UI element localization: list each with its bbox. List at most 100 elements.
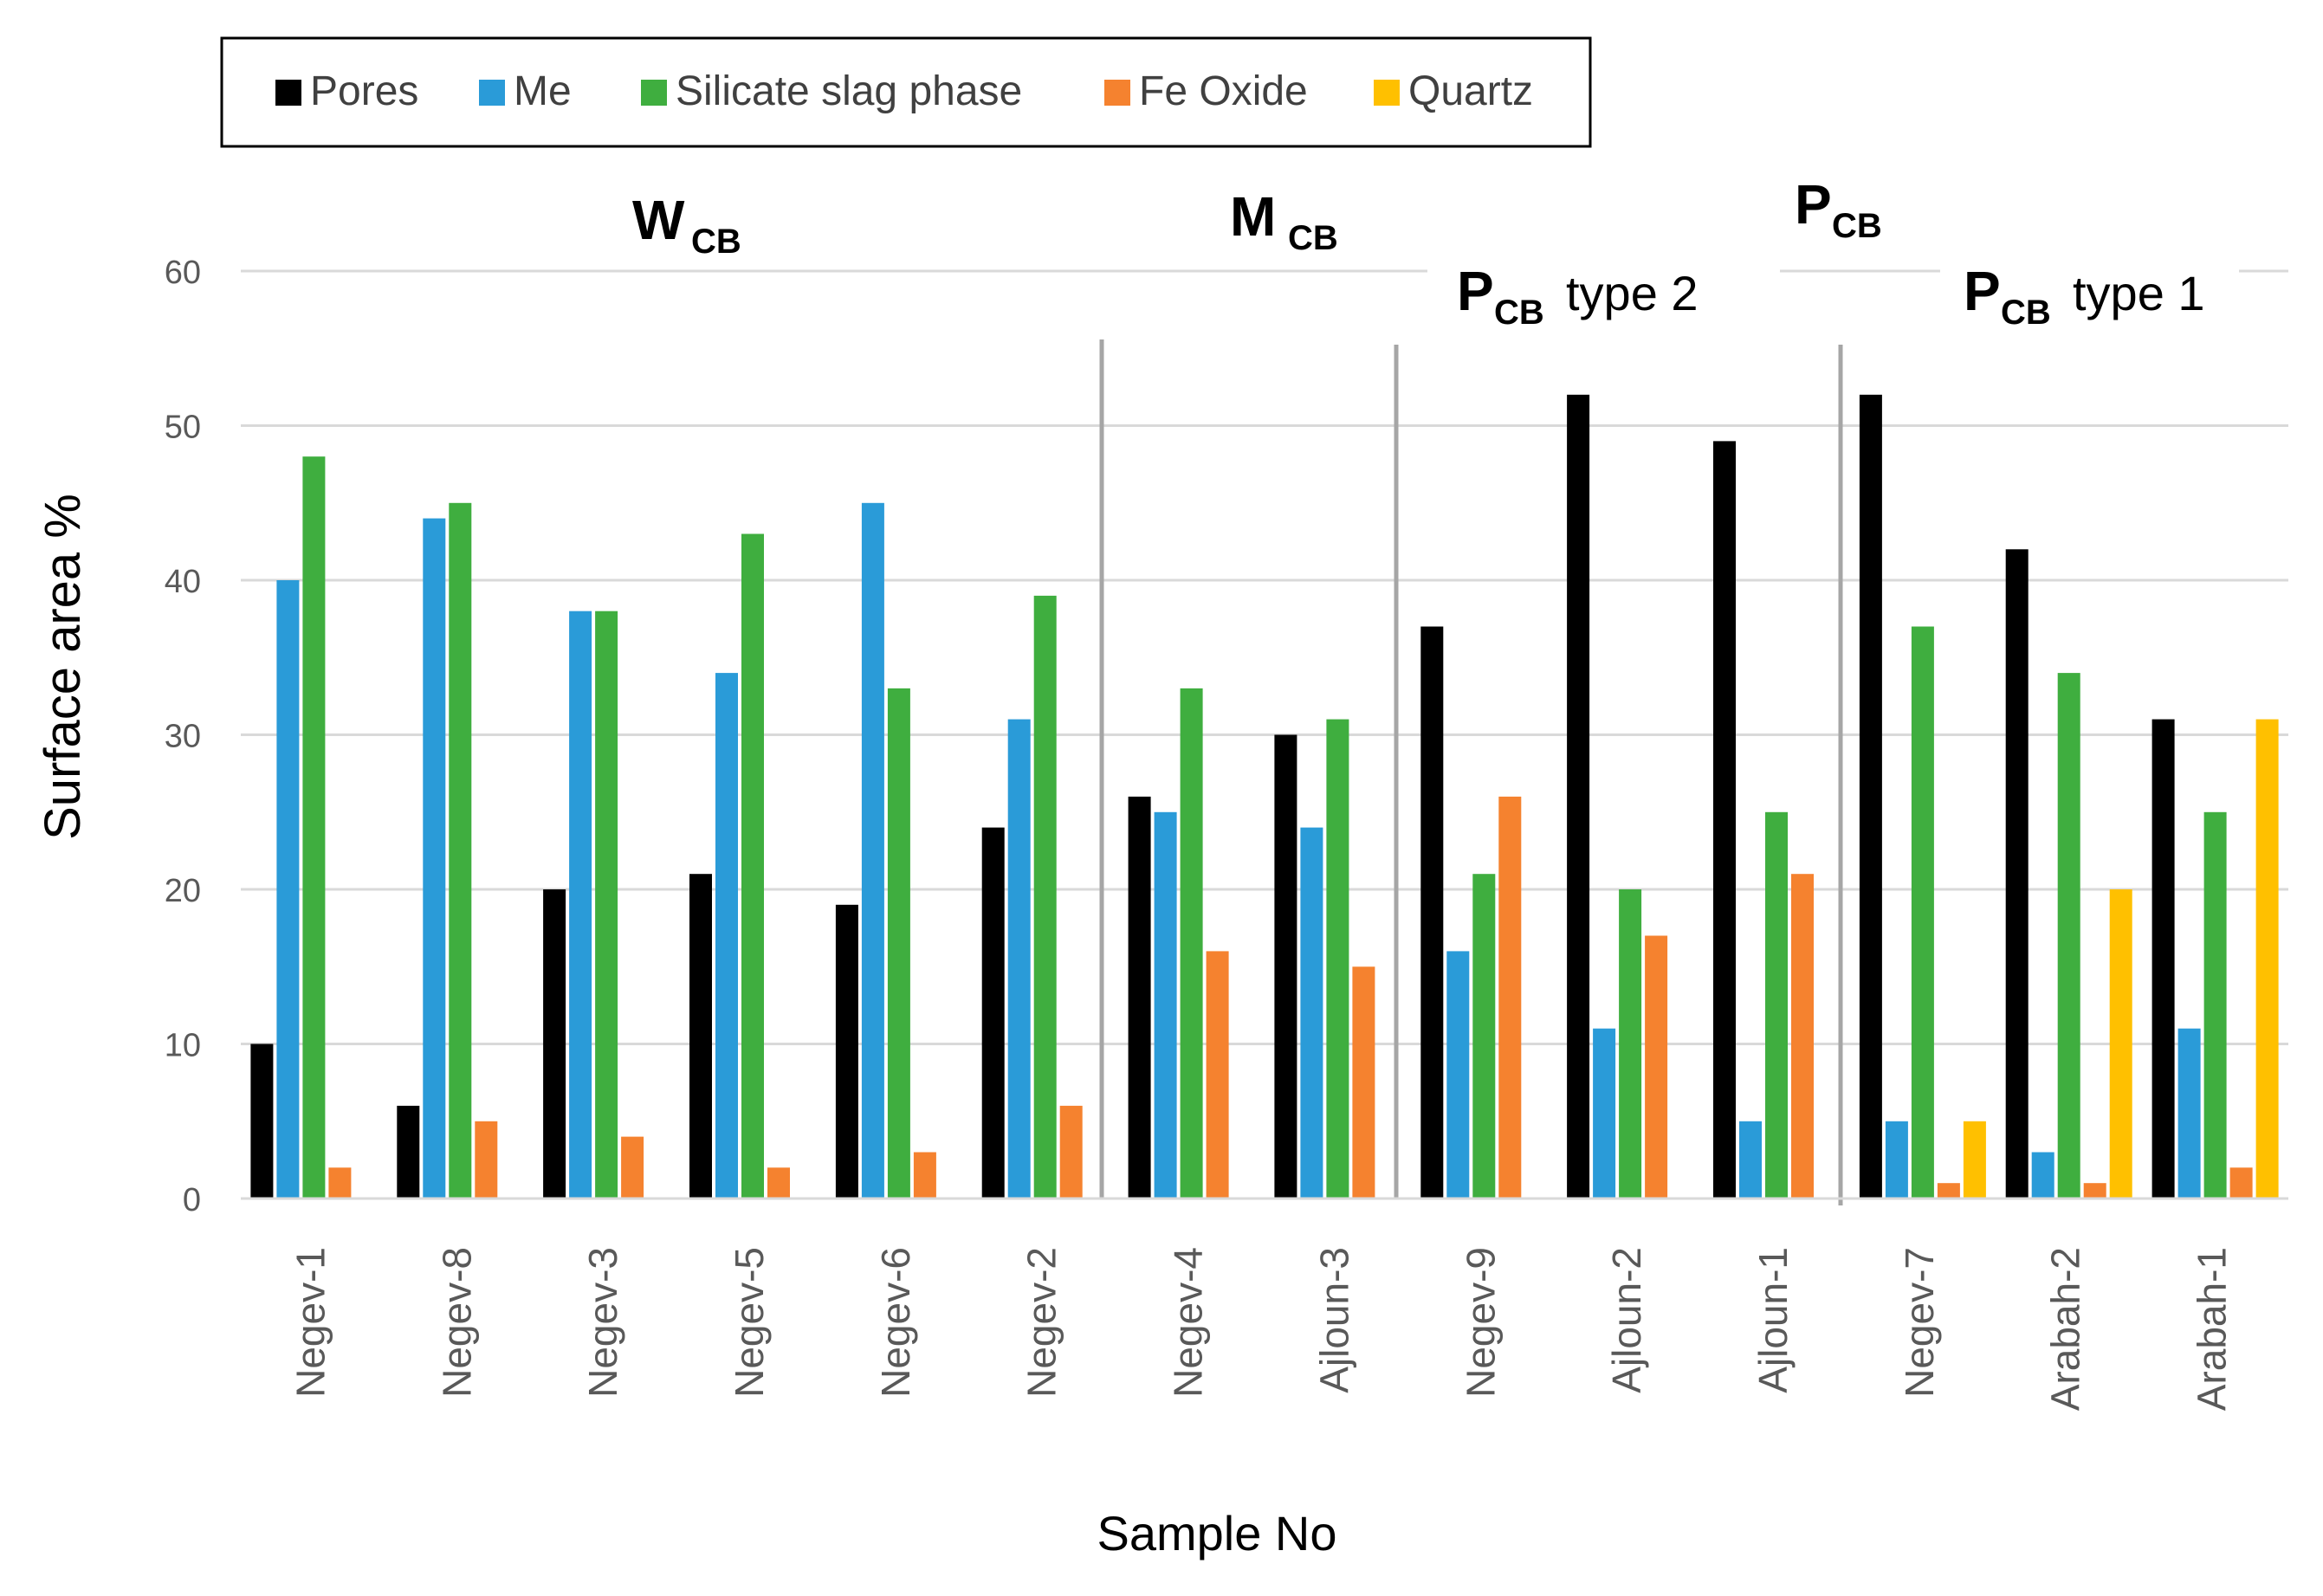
group-label-pcb-type2-suffix: type 2 bbox=[1566, 266, 1699, 320]
bar-fe-oxide-ajloun-3 bbox=[1352, 966, 1375, 1199]
y-axis-label: Surface area % bbox=[35, 494, 91, 840]
y-tick-labels: 0 10 20 30 40 50 60 bbox=[165, 255, 201, 1218]
group-label-mcb-main: M bbox=[1230, 185, 1276, 248]
bar-pores-ajloun-3 bbox=[1274, 734, 1297, 1199]
bar-fe-oxide-negev-9 bbox=[1498, 796, 1522, 1199]
bar-me-negev-3 bbox=[569, 611, 592, 1199]
group-label-pcb-type1-main: P bbox=[1964, 260, 2001, 322]
bar-pores-arabah-1 bbox=[2152, 719, 2175, 1199]
legend-swatch-silicate-slag-phase bbox=[641, 80, 667, 106]
group-label-mcb-sub: CB bbox=[1288, 219, 1338, 257]
bar-silicate-slag-phase-arabah-2 bbox=[2057, 673, 2080, 1199]
y-tick-label: 0 bbox=[183, 1182, 201, 1218]
bar-pores-negev-8 bbox=[397, 1105, 420, 1199]
x-tick-label: Negev-4 bbox=[1166, 1247, 1211, 1398]
bar-pores-negev-3 bbox=[543, 889, 566, 1199]
x-tick-label: Negev-2 bbox=[1019, 1247, 1064, 1398]
bar-fe-oxide-negev-5 bbox=[767, 1167, 790, 1199]
y-tick-label: 20 bbox=[165, 873, 201, 909]
bar-silicate-slag-phase-negev-6 bbox=[887, 688, 910, 1199]
bar-silicate-slag-phase-negev-5 bbox=[741, 533, 764, 1199]
group-label-pcb-type1: P CB type 1 bbox=[1964, 260, 2205, 332]
group-label-pcb-main: P bbox=[1795, 173, 1832, 236]
bar-pores-negev-1 bbox=[250, 1044, 274, 1199]
x-tick-label: Negev-3 bbox=[580, 1247, 625, 1398]
bar-silicate-slag-phase-negev-9 bbox=[1472, 874, 1496, 1199]
bar-silicate-slag-phase-negev-2 bbox=[1033, 595, 1057, 1199]
y-tick-label: 50 bbox=[165, 410, 201, 446]
x-tick-label: Ajloun-1 bbox=[1750, 1247, 1796, 1393]
bar-pores-negev-2 bbox=[981, 827, 1005, 1199]
x-tick-label: Negev-8 bbox=[434, 1247, 479, 1398]
bar-silicate-slag-phase-negev-8 bbox=[449, 502, 472, 1199]
x-tick-label: Negev-9 bbox=[1458, 1247, 1503, 1398]
bar-fe-oxide-negev-4 bbox=[1206, 951, 1229, 1199]
x-tick-label: Ajloun-2 bbox=[1604, 1247, 1649, 1393]
bar-pores-ajloun-1 bbox=[1713, 441, 1736, 1199]
group-label-pcb-type2-main: P bbox=[1457, 260, 1494, 322]
bar-quartz-arabah-2 bbox=[2109, 889, 2132, 1199]
group-dividers bbox=[1099, 339, 1843, 1205]
x-axis-label: Sample No bbox=[1097, 1506, 1336, 1560]
legend-label: Silicate slag phase bbox=[676, 68, 1022, 114]
legend-label: Me bbox=[514, 68, 572, 114]
bar-silicate-slag-phase-negev-4 bbox=[1180, 688, 1203, 1199]
bar-silicate-slag-phase-arabah-1 bbox=[2203, 811, 2227, 1199]
bar-pores-ajloun-2 bbox=[1567, 394, 1590, 1199]
group-label-pcb-type1-sub: CB bbox=[2001, 294, 2051, 332]
bar-quartz-arabah-1 bbox=[2255, 719, 2279, 1199]
bar-silicate-slag-phase-negev-1 bbox=[302, 456, 326, 1199]
legend-swatch-me bbox=[479, 80, 505, 106]
legend-swatch-pores bbox=[275, 80, 301, 106]
bar-fe-oxide-negev-6 bbox=[913, 1152, 936, 1199]
bar-silicate-slag-phase-negev-3 bbox=[595, 611, 618, 1199]
bar-me-negev-5 bbox=[715, 673, 738, 1199]
bar-fe-oxide-negev-8 bbox=[475, 1121, 498, 1199]
legend-label: Fe Oxide bbox=[1139, 68, 1308, 114]
bar-quartz-negev-7 bbox=[1963, 1121, 1986, 1199]
bar-silicate-slag-phase-ajloun-2 bbox=[1619, 889, 1642, 1199]
bar-pores-arabah-2 bbox=[2005, 549, 2029, 1199]
x-tick-label: Negev-6 bbox=[873, 1247, 918, 1398]
bar-me-negev-1 bbox=[276, 580, 300, 1199]
bar-me-negev-2 bbox=[1007, 719, 1031, 1199]
group-label-wcb: W CB bbox=[632, 189, 741, 261]
x-tick-label: Arabah-1 bbox=[2190, 1247, 2235, 1411]
y-tick-label: 30 bbox=[165, 719, 201, 755]
bar-fe-oxide-negev-1 bbox=[328, 1167, 352, 1199]
bar-pores-negev-5 bbox=[689, 874, 712, 1199]
bar-me-ajloun-3 bbox=[1300, 827, 1323, 1199]
legend-label: Quartz bbox=[1408, 68, 1533, 114]
bar-pores-negev-4 bbox=[1128, 796, 1151, 1199]
y-tick-label: 10 bbox=[165, 1028, 201, 1064]
legend-swatch-fe-oxide bbox=[1104, 80, 1130, 106]
bar-silicate-slag-phase-ajloun-3 bbox=[1326, 719, 1349, 1199]
group-label-mcb: M CB bbox=[1230, 185, 1338, 257]
bar-pores-negev-9 bbox=[1420, 626, 1444, 1199]
y-tick-label: 60 bbox=[165, 255, 201, 291]
x-tick-label: Negev-5 bbox=[727, 1247, 772, 1398]
group-label-wcb-main: W bbox=[632, 189, 685, 251]
x-tick-labels: Negev-1 Negev-8 Negev-3 Negev-5 Negev-6 Negev… bbox=[288, 1247, 2234, 1411]
bar-fe-oxide-arabah-1 bbox=[2229, 1167, 2253, 1199]
group-label-pcb-type2-sub: CB bbox=[1494, 294, 1544, 332]
legend-swatch-quartz bbox=[1374, 80, 1400, 106]
legend-box bbox=[220, 36, 1592, 148]
bar-silicate-slag-phase-ajloun-1 bbox=[1765, 811, 1788, 1199]
x-tick-label: Negev-7 bbox=[1897, 1247, 1942, 1398]
group-label-pcb: P CB bbox=[1795, 173, 1882, 245]
bar-fe-oxide-arabah-2 bbox=[2083, 1183, 2106, 1199]
y-tick-label: 40 bbox=[165, 564, 201, 600]
bar-me-negev-4 bbox=[1154, 811, 1177, 1199]
group-label-pcb-type2: P CB type 2 bbox=[1457, 260, 1699, 332]
bars bbox=[250, 394, 2279, 1199]
group-label-pcb-type1-suffix: type 1 bbox=[2073, 266, 2205, 320]
legend-label: Pores bbox=[310, 68, 418, 114]
bar-fe-oxide-negev-7 bbox=[1937, 1183, 1960, 1199]
bar-me-negev-6 bbox=[861, 502, 884, 1199]
bar-pores-negev-7 bbox=[1859, 394, 1882, 1199]
legend: Pores Me Silicate slag phase Fe Oxide Quartz bbox=[220, 36, 1592, 148]
bar-me-ajloun-2 bbox=[1593, 1028, 1616, 1199]
x-tick-label: Negev-1 bbox=[288, 1247, 333, 1398]
